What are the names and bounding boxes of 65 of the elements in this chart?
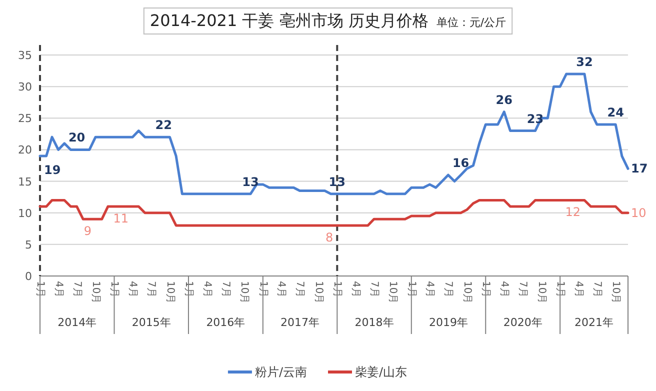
x-tick-label: 4月 (276, 281, 287, 298)
x-tick-label: 4月 (424, 281, 436, 298)
x-tick-label: 10月 (164, 281, 176, 304)
text: 2015年 (132, 316, 171, 329)
text: 2018年 (354, 316, 394, 329)
text: 2014年 (58, 316, 97, 329)
chart-title: 2014-2021 干姜 亳州市场 历史月价格 (150, 11, 428, 30)
x-tick-label: 10月 (610, 281, 622, 304)
data-label: 8 (326, 230, 334, 244)
data-label: 20 (68, 130, 86, 145)
y-tick-label: 35 (18, 49, 32, 62)
chart-subtitle: 单位：元/公斤 (436, 16, 506, 29)
x-tick-label: 10月 (387, 281, 398, 304)
x-tick-label: 7月 (294, 281, 306, 298)
y-tick-label: 15 (18, 175, 32, 188)
x-tick-label: 7月 (220, 281, 231, 298)
data-label: 19 (44, 163, 61, 178)
x-tick-label: 1月 (406, 281, 417, 298)
data-label: 13 (242, 174, 259, 189)
data-label: 32 (576, 54, 593, 69)
x-tick-label: 4月 (572, 281, 584, 298)
y-tick-label: 25 (18, 112, 32, 126)
x-tick-label: 7月 (71, 281, 82, 298)
x-tick-label: 7月 (517, 281, 528, 298)
legend-label: 粉片/云南 (254, 365, 307, 379)
data-label: 9 (84, 224, 92, 238)
data-label: 10 (631, 206, 646, 220)
text: 2020年 (503, 316, 542, 329)
data-label: 23 (526, 112, 544, 126)
y-tick-label: 0 (25, 270, 32, 283)
x-tick-label: 7月 (591, 281, 602, 298)
y-tick-label: 20 (18, 144, 32, 157)
data-label: 16 (452, 156, 470, 170)
x-tick-label: 10月 (312, 281, 324, 304)
x-tick-label: 10月 (90, 281, 102, 304)
x-tick-label: 4月 (350, 281, 361, 298)
y-tick-label: 10 (18, 206, 32, 220)
text: 2017年 (280, 316, 320, 329)
x-tick-label: 4月 (127, 281, 138, 298)
data-label: 22 (155, 118, 172, 132)
text: 2021年 (574, 316, 614, 329)
data-label: 12 (565, 205, 580, 220)
x-tick-label: 1月 (257, 281, 268, 298)
y-tick-label: 5 (25, 238, 32, 252)
x-tick-label: 10月 (536, 281, 547, 304)
data-label: 11 (113, 212, 129, 226)
line-series (38, 198, 630, 227)
x-tick-label: 7月 (146, 281, 157, 298)
x-tick-label: 1月 (182, 281, 194, 298)
x-tick-label: 7月 (442, 281, 454, 298)
line-series (38, 72, 630, 196)
data-label: 24 (607, 105, 624, 120)
data-label: 13 (328, 174, 346, 189)
x-tick-label: 4月 (52, 281, 64, 298)
text: 2016年 (206, 316, 246, 329)
x-tick-label: 4月 (201, 281, 212, 298)
data-label: 17 (631, 162, 648, 176)
x-tick-label: 10月 (461, 281, 472, 304)
data-label: 26 (496, 92, 512, 107)
y-tick-label: 30 (18, 80, 32, 94)
text: 2019年 (429, 316, 468, 329)
x-tick-label: 4月 (498, 281, 510, 298)
x-tick-label: 10月 (238, 281, 250, 304)
legend-label: 柴姜/山东 (355, 365, 408, 379)
x-tick-label: 7月 (368, 281, 380, 298)
